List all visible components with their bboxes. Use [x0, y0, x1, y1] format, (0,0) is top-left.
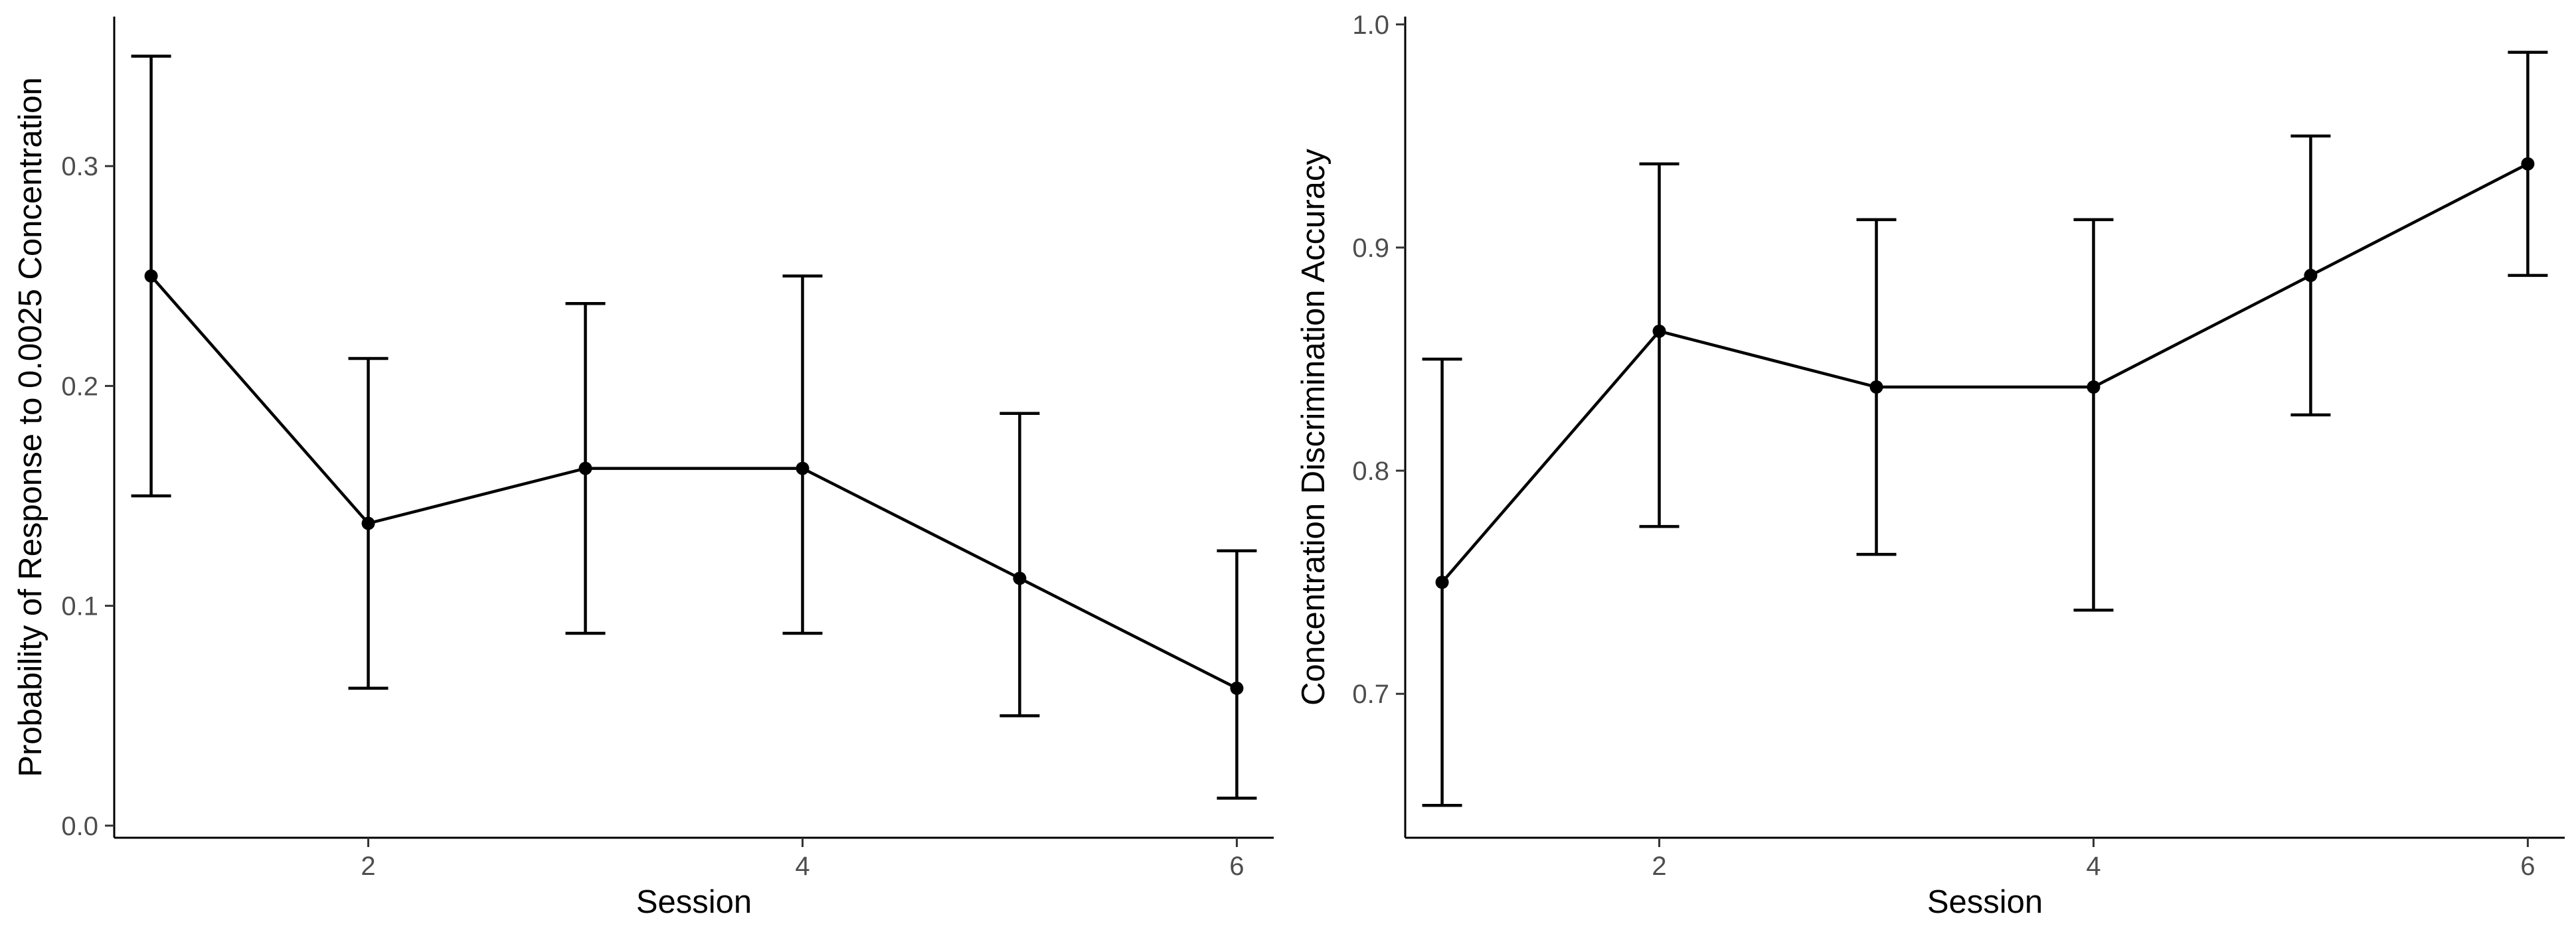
data-point-right-5	[2304, 268, 2318, 282]
y-tick-label: 0.2	[61, 372, 98, 401]
x-tick-label: 2	[361, 852, 375, 881]
data-point-left-4	[796, 461, 810, 475]
x-tick-label: 6	[1229, 852, 1244, 881]
y-tick-label: 0.8	[1352, 457, 1389, 486]
y-tick-label: 0.1	[61, 592, 98, 621]
x-tick-label: 2	[1652, 852, 1666, 881]
x-axis-title: Session	[1927, 884, 2043, 920]
y-tick-label: 0.3	[61, 152, 98, 181]
chart-panel-right: 0.7 0.8 0.9 1.0 2 4 6 Session Concentration Disc…	[1296, 11, 2565, 920]
data-point-left-3	[578, 461, 592, 475]
data-point-left-6	[1230, 681, 1244, 695]
data-point-right-1	[1435, 576, 1449, 589]
y-axis-title: Concentration Discrimination Accuracy	[1296, 149, 1331, 706]
y-tick-label: 0.0	[61, 812, 98, 841]
series-line-left	[149, 275, 1238, 690]
data-point-right-3	[1869, 380, 1883, 394]
y-tick-label: 1.0	[1352, 11, 1389, 40]
data-point-left-2	[361, 516, 375, 530]
y-tick-label: 0.7	[1352, 680, 1389, 709]
data-point-right-6	[2521, 157, 2535, 171]
x-tick-label: 4	[795, 852, 810, 881]
data-point-right-4	[2087, 380, 2101, 394]
data-point-left-5	[1013, 572, 1027, 585]
x-tick-label: 4	[2086, 852, 2101, 881]
data-point-left-1	[144, 269, 158, 283]
data-point-right-2	[1652, 324, 1666, 338]
series-line-right	[1440, 162, 2529, 584]
x-tick-label: 6	[2520, 852, 2535, 881]
chart-panel-left: 0.0 0.1 0.2 0.3 2 4 6 Session Probability of Res…	[13, 17, 1274, 920]
y-tick-label: 0.9	[1352, 234, 1389, 263]
x-axis-title: Session	[636, 884, 752, 920]
y-axis-title: Probability of Response to 0.0025 Concen…	[13, 77, 48, 777]
